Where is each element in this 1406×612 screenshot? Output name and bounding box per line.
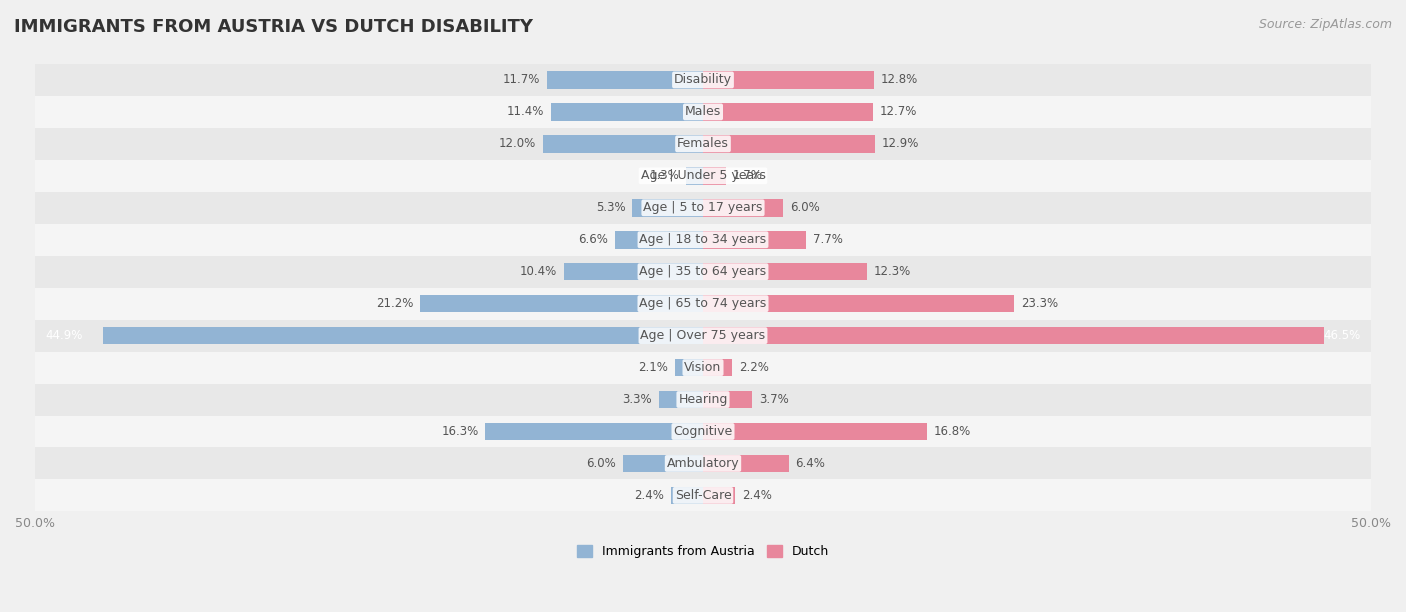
Text: Age | Over 75 years: Age | Over 75 years xyxy=(641,329,765,342)
Text: 2.4%: 2.4% xyxy=(742,489,772,502)
Bar xyxy=(35,479,1371,512)
Bar xyxy=(35,224,1371,256)
Text: 11.4%: 11.4% xyxy=(506,105,544,118)
Bar xyxy=(703,390,752,408)
Bar xyxy=(35,64,1371,96)
Text: 10.4%: 10.4% xyxy=(520,265,557,278)
Bar xyxy=(703,71,875,89)
Text: 2.1%: 2.1% xyxy=(638,361,668,374)
Text: 6.0%: 6.0% xyxy=(790,201,820,214)
Text: 12.3%: 12.3% xyxy=(875,265,911,278)
Text: Source: ZipAtlas.com: Source: ZipAtlas.com xyxy=(1258,18,1392,31)
Bar xyxy=(671,487,703,504)
Text: 1.3%: 1.3% xyxy=(650,170,679,182)
Text: 3.7%: 3.7% xyxy=(759,393,789,406)
Bar xyxy=(543,135,703,152)
Bar xyxy=(703,135,876,152)
Text: 21.2%: 21.2% xyxy=(375,297,413,310)
Text: 5.3%: 5.3% xyxy=(596,201,626,214)
Text: Age | 5 to 17 years: Age | 5 to 17 years xyxy=(644,201,762,214)
Text: Self-Care: Self-Care xyxy=(675,489,731,502)
Text: 23.3%: 23.3% xyxy=(1021,297,1059,310)
Text: Males: Males xyxy=(685,105,721,118)
Text: 12.8%: 12.8% xyxy=(880,73,918,86)
Bar xyxy=(703,263,868,280)
Bar xyxy=(103,327,703,345)
Bar xyxy=(35,351,1371,384)
Text: Age | 18 to 34 years: Age | 18 to 34 years xyxy=(640,233,766,246)
Bar xyxy=(35,288,1371,319)
Bar xyxy=(547,71,703,89)
Bar xyxy=(659,390,703,408)
Text: 6.4%: 6.4% xyxy=(796,457,825,470)
Text: Females: Females xyxy=(678,137,728,151)
Text: 2.4%: 2.4% xyxy=(634,489,664,502)
Bar xyxy=(35,319,1371,351)
Text: Age | 35 to 64 years: Age | 35 to 64 years xyxy=(640,265,766,278)
Bar xyxy=(35,96,1371,128)
Bar xyxy=(485,423,703,440)
Text: 6.0%: 6.0% xyxy=(586,457,616,470)
Bar xyxy=(551,103,703,121)
Bar xyxy=(703,199,783,217)
Bar xyxy=(703,487,735,504)
Bar xyxy=(703,359,733,376)
Text: 1.7%: 1.7% xyxy=(733,170,762,182)
Text: 11.7%: 11.7% xyxy=(502,73,540,86)
Text: Cognitive: Cognitive xyxy=(673,425,733,438)
Bar xyxy=(35,416,1371,447)
Text: IMMIGRANTS FROM AUSTRIA VS DUTCH DISABILITY: IMMIGRANTS FROM AUSTRIA VS DUTCH DISABIL… xyxy=(14,18,533,36)
Bar xyxy=(703,103,873,121)
Bar xyxy=(703,327,1324,345)
Text: 6.6%: 6.6% xyxy=(578,233,609,246)
Text: 2.2%: 2.2% xyxy=(740,361,769,374)
Bar xyxy=(35,447,1371,479)
Bar xyxy=(633,199,703,217)
Bar xyxy=(686,167,703,185)
Bar xyxy=(703,295,1014,313)
Bar xyxy=(564,263,703,280)
Text: 46.5%: 46.5% xyxy=(1323,329,1361,342)
Text: 12.0%: 12.0% xyxy=(499,137,536,151)
Legend: Immigrants from Austria, Dutch: Immigrants from Austria, Dutch xyxy=(572,540,834,563)
Text: 12.9%: 12.9% xyxy=(882,137,920,151)
Bar xyxy=(35,256,1371,288)
Bar xyxy=(703,167,725,185)
Text: 16.8%: 16.8% xyxy=(934,425,972,438)
Text: 7.7%: 7.7% xyxy=(813,233,842,246)
Bar xyxy=(35,160,1371,192)
Text: Age | Under 5 years: Age | Under 5 years xyxy=(641,170,765,182)
Bar xyxy=(623,455,703,472)
Bar xyxy=(35,384,1371,416)
Text: Vision: Vision xyxy=(685,361,721,374)
Bar xyxy=(703,423,928,440)
Text: Ambulatory: Ambulatory xyxy=(666,457,740,470)
Text: Disability: Disability xyxy=(673,73,733,86)
Text: Hearing: Hearing xyxy=(678,393,728,406)
Text: 16.3%: 16.3% xyxy=(441,425,478,438)
Bar xyxy=(675,359,703,376)
Bar xyxy=(420,295,703,313)
Bar xyxy=(614,231,703,248)
Text: 3.3%: 3.3% xyxy=(623,393,652,406)
Bar xyxy=(35,128,1371,160)
Bar xyxy=(703,231,806,248)
Text: 44.9%: 44.9% xyxy=(45,329,83,342)
Text: Age | 65 to 74 years: Age | 65 to 74 years xyxy=(640,297,766,310)
Bar xyxy=(703,455,789,472)
Bar xyxy=(35,192,1371,224)
Text: 12.7%: 12.7% xyxy=(879,105,917,118)
